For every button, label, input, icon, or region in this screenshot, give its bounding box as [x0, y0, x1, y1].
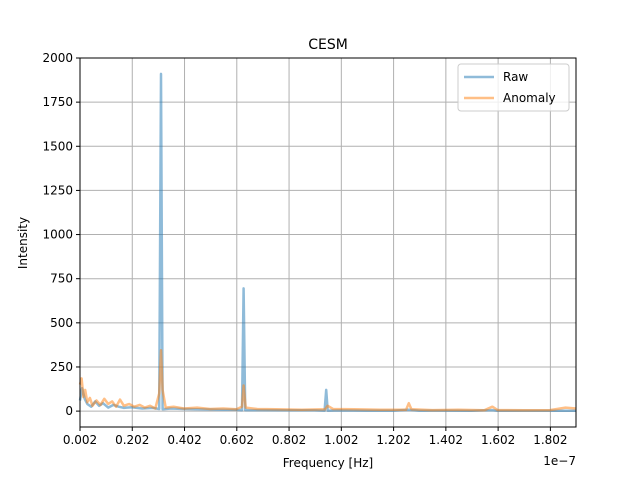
series-line-anomaly — [78, 348, 577, 412]
x-scale-multiplier: 1e−7 — [543, 454, 576, 468]
x-axis-label: Frequency [Hz] — [283, 456, 374, 470]
y-axis-ticks: 0 250 500 750 1000 1250 1500 1750 2000 — [42, 51, 80, 418]
y-tick-label: 1750 — [42, 95, 73, 109]
x-tick-label: 0.002 — [63, 433, 97, 447]
x-tick-label: 1.202 — [376, 433, 410, 447]
x-tick-label: 0.602 — [220, 433, 254, 447]
x-tick-label: 1.002 — [324, 433, 358, 447]
y-tick-label: 0 — [65, 404, 73, 418]
y-tick-label: 1250 — [42, 183, 73, 197]
x-tick-label: 1.602 — [481, 433, 515, 447]
y-tick-label: 1500 — [42, 139, 73, 153]
x-tick-label: 1.802 — [533, 433, 567, 447]
legend-label-anomaly: Anomaly — [503, 91, 556, 105]
x-tick-label: 0.402 — [167, 433, 201, 447]
x-tick-label: 0.802 — [272, 433, 306, 447]
x-axis-ticks: 0.002 0.202 0.402 0.602 0.802 1.002 1.202 1.402… — [63, 427, 568, 447]
plot-series — [78, 72, 577, 413]
axes-frame — [79, 57, 577, 428]
y-axis-label: Intensity — [16, 217, 30, 269]
y-tick-label: 500 — [50, 316, 73, 330]
y-tick-label: 1000 — [42, 228, 73, 242]
x-tick-label: 1.402 — [429, 433, 463, 447]
x-tick-label: 0.202 — [115, 433, 149, 447]
y-tick-label: 750 — [50, 272, 73, 286]
chart-title: CESM — [308, 37, 348, 53]
y-tick-label: 250 — [50, 360, 73, 374]
legend: Raw Anomaly — [457, 63, 570, 112]
legend-label-raw: Raw — [503, 70, 528, 84]
y-tick-label: 2000 — [42, 51, 73, 65]
